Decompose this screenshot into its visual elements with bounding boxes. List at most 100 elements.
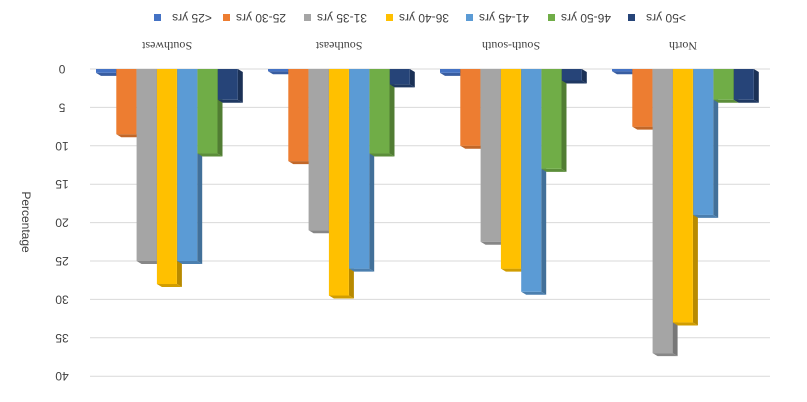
bar-bottom <box>500 268 526 272</box>
y-axis-label: Percentage <box>19 191 33 253</box>
bar-bottom <box>328 295 354 299</box>
bar-bottom <box>460 145 486 149</box>
bar <box>561 69 587 84</box>
bar-front <box>96 69 116 73</box>
bar-front <box>652 69 673 354</box>
legend-swatch <box>154 14 161 21</box>
y-tick-label: 15 <box>55 177 69 191</box>
bar-front <box>672 69 693 323</box>
bar-front <box>713 69 734 100</box>
bar-side <box>409 69 415 88</box>
bar-side <box>389 69 395 157</box>
bar-bottom <box>156 284 182 288</box>
bar <box>733 69 759 103</box>
legend-swatch <box>304 14 311 21</box>
category-label: Southeast <box>315 39 362 53</box>
legend: <25 yrs 25-30 yrs 31-35 yrs 36-40 yrs 41-45 … <box>154 11 686 25</box>
legend-label: 41-45 yrs <box>479 11 529 25</box>
y-tick-label: 25 <box>55 254 69 268</box>
bar-front <box>308 69 329 231</box>
bar <box>389 69 415 88</box>
bar <box>541 69 567 172</box>
bar-front <box>500 69 521 269</box>
bar-bottom <box>713 99 739 103</box>
bar-front <box>369 69 390 154</box>
legend-swatch <box>628 14 635 21</box>
y-tick-label: 30 <box>55 292 69 306</box>
bar-side <box>581 69 587 84</box>
bar-side <box>237 69 243 103</box>
bar-front <box>197 69 218 154</box>
bar-front <box>693 69 714 215</box>
bar-bottom <box>177 261 203 264</box>
bars-layer <box>96 69 759 357</box>
bar-front <box>328 69 349 296</box>
legend-label: 36-40 yrs <box>399 11 449 25</box>
bar-front <box>268 69 288 72</box>
bar-front <box>288 69 309 162</box>
bar-side <box>561 69 567 172</box>
legend-label: <25 yrs <box>172 11 212 25</box>
bar-bottom <box>541 168 567 172</box>
y-tick-label: 20 <box>55 216 69 230</box>
bar-front <box>460 69 481 146</box>
category-label: South-south <box>482 39 540 53</box>
bar-bottom <box>632 126 658 130</box>
category-label: North <box>669 39 697 53</box>
bar-bottom <box>349 268 375 272</box>
legend-label: 31-35 yrs <box>317 11 367 25</box>
bar-bottom <box>369 153 395 157</box>
bar <box>693 69 719 218</box>
legend-label: 46-50 yrs <box>561 11 611 25</box>
bar-bottom <box>96 72 121 76</box>
bar-bottom <box>116 134 142 138</box>
bar-front <box>612 69 632 72</box>
bar-front <box>116 69 137 135</box>
bar-bottom <box>389 84 415 88</box>
y-tick-label: 35 <box>55 331 69 345</box>
bar-bottom <box>693 214 719 218</box>
bar-bottom <box>288 161 314 165</box>
bar-front <box>217 69 238 100</box>
legend-swatch <box>466 14 473 21</box>
bar <box>369 69 395 157</box>
bar-bottom <box>440 72 465 76</box>
bar-front <box>480 69 501 242</box>
legend-label: >50 yrs <box>646 11 686 25</box>
bar-front <box>349 69 370 269</box>
bar-bottom <box>217 99 243 103</box>
bar <box>217 69 243 103</box>
bar-bottom <box>561 80 587 84</box>
category-label: Southwest <box>141 39 192 53</box>
bar-front <box>136 69 157 261</box>
bar-front <box>733 69 754 100</box>
legend-swatch <box>386 14 393 21</box>
bar-front <box>632 69 653 127</box>
bar-bottom <box>652 353 678 357</box>
bar-front <box>440 69 460 73</box>
bar-bottom <box>268 71 293 75</box>
bar-front <box>389 69 410 85</box>
bar-side <box>713 69 719 218</box>
bar-front <box>156 69 177 285</box>
y-tick-label: 10 <box>55 139 69 153</box>
bar-bottom <box>480 241 506 245</box>
bar-bottom <box>612 71 637 75</box>
bar-bottom <box>521 291 547 295</box>
bar-bottom <box>308 230 334 234</box>
bar-side <box>753 69 759 103</box>
bar-front <box>541 69 562 169</box>
bar-bottom <box>197 153 223 157</box>
legend-swatch <box>548 14 555 21</box>
bar-front <box>521 69 542 292</box>
legend-label: 25-30 yrs <box>236 11 286 25</box>
labels-layer: 0 5 10 15 20 25 30 35 40 Percentage Southwest South… <box>19 39 697 383</box>
legend-swatch <box>223 14 230 21</box>
y-tick-label: 5 <box>58 100 65 114</box>
bar-bottom <box>672 322 698 326</box>
y-tick-label: 40 <box>55 369 69 383</box>
bar-front <box>177 69 198 261</box>
bar-front <box>561 69 582 81</box>
